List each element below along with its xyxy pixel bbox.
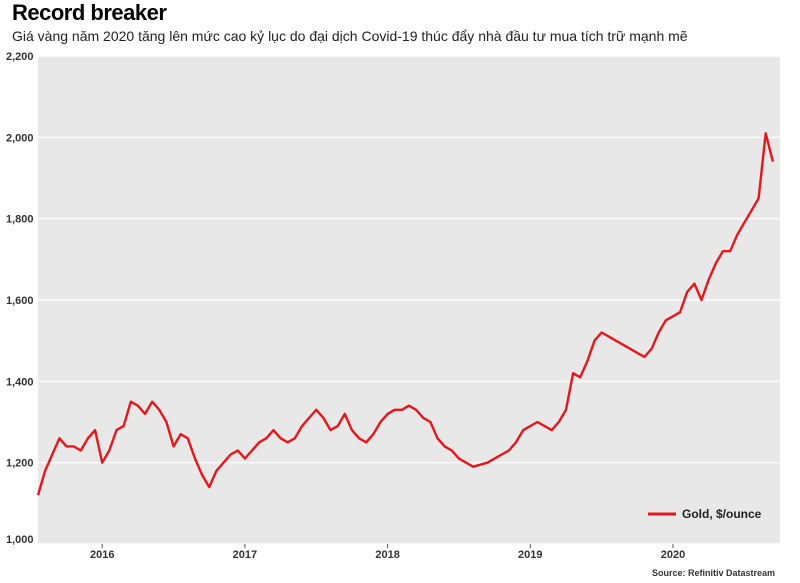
y-tick-label: 1,400 [6, 376, 34, 388]
x-tick-label: 2020 [661, 549, 685, 561]
x-axis: 2016 2017 2018 2019 2020 [90, 544, 685, 561]
y-tick-label: 1,200 [6, 458, 34, 470]
chart-subtitle: Giá vàng năm 2020 tăng lên mức cao kỷ lụ… [12, 28, 688, 44]
y-tick-label: 1,600 [6, 295, 34, 307]
legend: Gold, $/ounce [648, 507, 762, 521]
y-tick-label: 2,000 [6, 132, 34, 144]
y-tick-label: 2,200 [6, 51, 34, 63]
x-tick-label: 2018 [375, 549, 399, 561]
x-tick-label: 2017 [233, 549, 257, 561]
series-line-gold [36, 132, 775, 496]
x-tick-label: 2016 [90, 549, 114, 561]
y-axis: 1,000 1,200 1,400 1,600 1,800 2,000 2,200 [6, 51, 34, 546]
x-tick-label: 2019 [518, 549, 542, 561]
chart-title: Record breaker [12, 0, 167, 25]
source-note: Source: Refinitiv Datastream [652, 568, 775, 578]
y-tick-label: 1,800 [6, 214, 34, 226]
grid-lines [38, 55, 780, 545]
legend-label-gold: Gold, $/ounce [682, 507, 762, 521]
y-tick-label: 1,000 [6, 534, 34, 546]
